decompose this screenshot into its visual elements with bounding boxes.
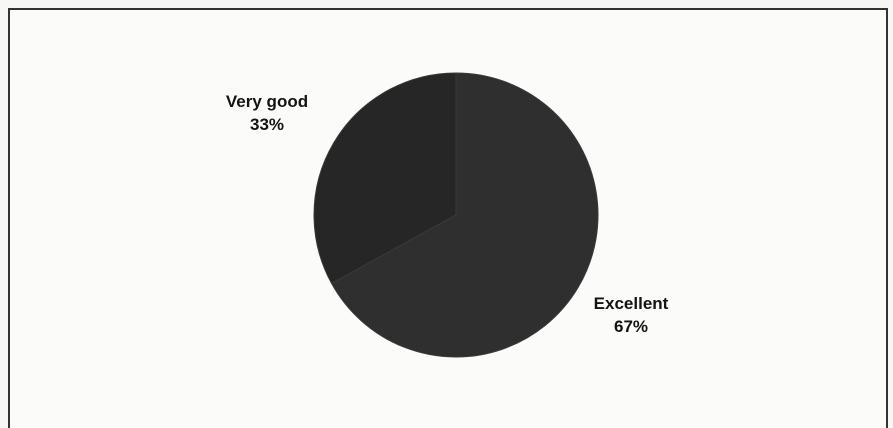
slice-label-excellent-percent: 67% <box>613 317 649 336</box>
slice-label-very-good: Very good 33% <box>212 90 322 136</box>
pie-slice-excellent <box>330 72 599 358</box>
slice-label-excellent: Excellent 67% <box>576 292 686 338</box>
slice-label-very-good-name: Very good <box>225 92 309 111</box>
slice-label-very-good-percent: 33% <box>249 115 285 134</box>
slice-label-excellent-name: Excellent <box>593 294 669 313</box>
pie-slice-very-good <box>313 72 457 285</box>
